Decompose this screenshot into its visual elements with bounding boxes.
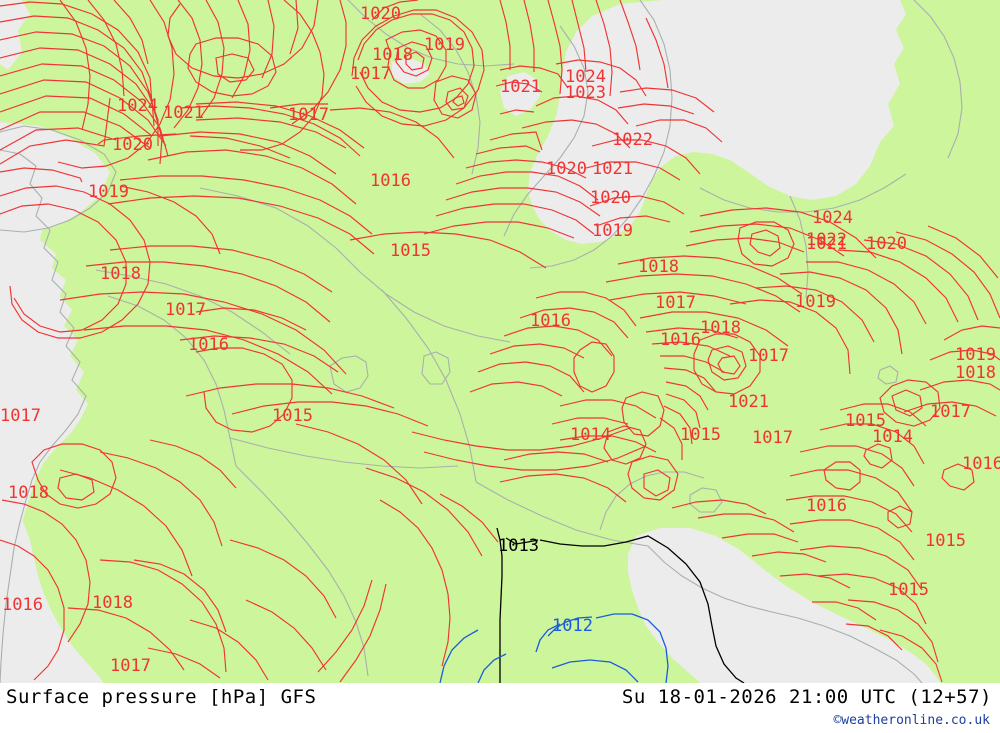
map-graphics <box>0 0 1000 683</box>
isobars-blue <box>439 613 669 683</box>
map-footer: Surface pressure [hPa] GFS Su 18-01-2026… <box>0 683 1000 733</box>
sea-areas <box>0 0 940 683</box>
footer-timestamp: Su 18-01-2026 21:00 UTC (12+57) <box>621 686 992 708</box>
footer-title: Surface pressure [hPa] GFS <box>6 686 317 708</box>
copyright-notice: ©weatheronline.co.uk <box>833 713 990 728</box>
country-borders <box>0 0 963 683</box>
pressure-map[interactable]: 1020 1019 1018 1017 1021 1024 1023 1024 1021 1017… <box>0 0 1000 683</box>
isobars-red <box>0 0 1000 683</box>
